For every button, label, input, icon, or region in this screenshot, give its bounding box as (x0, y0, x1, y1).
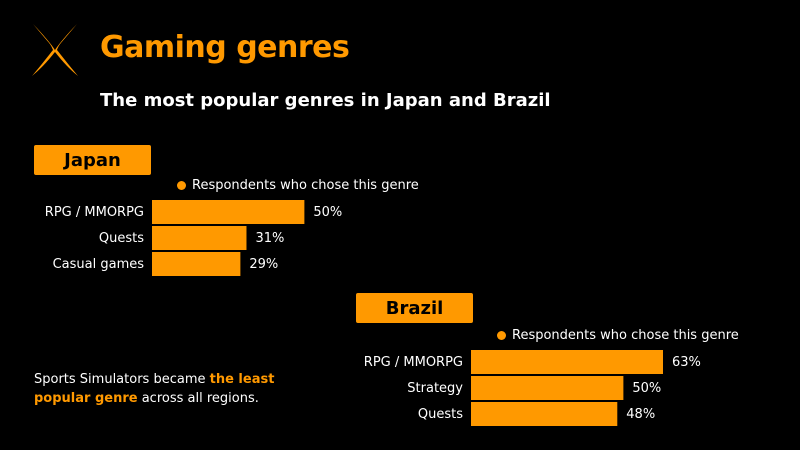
footnote: Sports Simulators became the least popul… (34, 370, 304, 408)
footnote-text-end: across all regions. (137, 391, 259, 406)
region-badge-label: Japan (64, 149, 121, 171)
region-badge-brazil: Brazil (356, 293, 473, 323)
category-label: Quests (418, 407, 463, 422)
bar (152, 252, 241, 276)
category-label: RPG / MMORPG (45, 205, 144, 220)
bar (471, 376, 624, 400)
bar (471, 402, 618, 426)
category-label: Casual games (53, 257, 145, 272)
category-label: Strategy (407, 381, 463, 396)
page-title: Gaming genres (100, 30, 350, 65)
star-logo-icon (32, 24, 78, 76)
value-label: 50% (632, 381, 661, 396)
region-badge-label: Brazil (385, 297, 444, 319)
value-label: 63% (672, 355, 701, 370)
value-label: 29% (249, 257, 278, 272)
value-label: 31% (255, 231, 284, 246)
bar (152, 200, 305, 224)
legend-japan: Respondents who chose this genre (177, 178, 419, 193)
region-badge-japan: Japan (34, 145, 151, 175)
legend-label: Respondents who chose this genre (192, 178, 419, 193)
page-subtitle: The most popular genres in Japan and Bra… (100, 90, 551, 111)
legend-swatch (177, 181, 186, 190)
bar (471, 350, 663, 374)
legend-swatch (497, 331, 506, 340)
value-label: 50% (313, 205, 342, 220)
legend-label: Respondents who chose this genre (512, 328, 739, 343)
value-label: 48% (626, 407, 655, 422)
bar (152, 226, 247, 250)
category-label: Quests (99, 231, 144, 246)
chart-japan: RPG / MMORPG 50% Quests 31% Casual games 29% (45, 200, 342, 276)
footnote-highlight: the least popular genre (34, 372, 275, 406)
legend-brazil: Respondents who chose this genre (497, 328, 739, 343)
chart-brazil: RPG / MMORPG 63% Strategy 50% Quests 48% (364, 350, 701, 426)
category-label: RPG / MMORPG (364, 355, 463, 370)
footnote-text: Sports Simulators became (34, 372, 210, 387)
